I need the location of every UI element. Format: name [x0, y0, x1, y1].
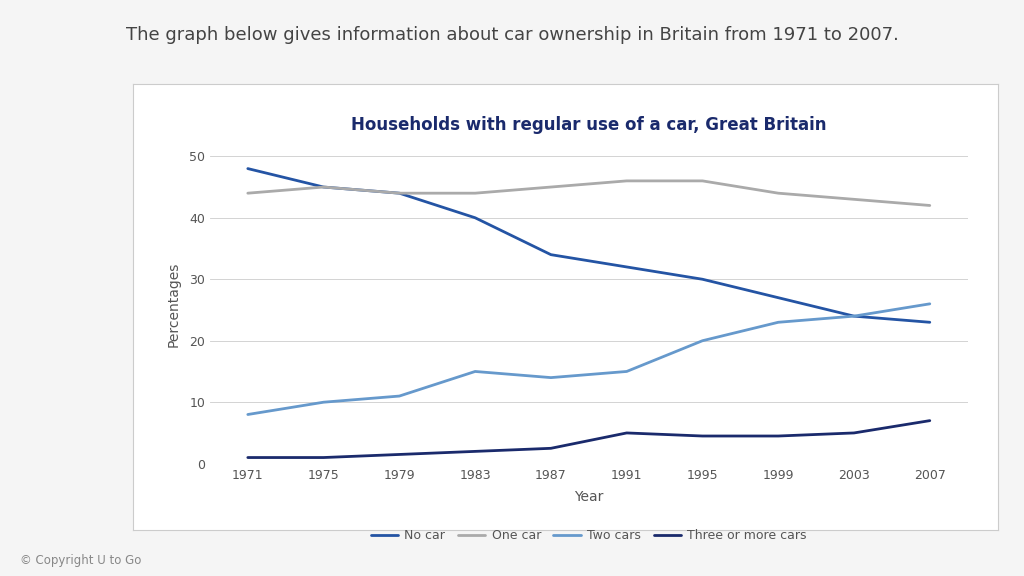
X-axis label: Year: Year — [574, 490, 603, 504]
One car — [242, 190, 254, 196]
No car — [924, 319, 936, 326]
One car — [469, 190, 481, 196]
Three or more cars — [242, 454, 254, 461]
Three or more cars — [772, 433, 784, 439]
Two cars — [924, 301, 936, 308]
Two cars — [393, 393, 406, 400]
Text: The graph below gives information about car ownership in Britain from 1971 to 20: The graph below gives information about … — [126, 26, 898, 44]
One car — [393, 190, 406, 196]
Two cars — [317, 399, 330, 406]
Three or more cars — [696, 433, 709, 439]
Line: One car: One car — [248, 181, 930, 206]
No car — [545, 251, 557, 258]
One car — [317, 184, 330, 191]
One car — [545, 184, 557, 191]
Two cars — [469, 368, 481, 375]
Two cars — [772, 319, 784, 326]
No car — [696, 276, 709, 283]
No car — [242, 165, 254, 172]
One car — [696, 177, 709, 184]
Line: Three or more cars: Three or more cars — [248, 420, 930, 457]
Three or more cars — [924, 417, 936, 424]
Text: © Copyright U to Go: © Copyright U to Go — [20, 554, 142, 567]
Title: Households with regular use of a car, Great Britain: Households with regular use of a car, Gr… — [351, 116, 826, 134]
Two cars — [242, 411, 254, 418]
One car — [848, 196, 860, 203]
Two cars — [621, 368, 633, 375]
Three or more cars — [317, 454, 330, 461]
Legend: No car, One car, Two cars, Three or more cars: No car, One car, Two cars, Three or more… — [366, 524, 812, 547]
Line: No car: No car — [248, 169, 930, 323]
Line: Two cars: Two cars — [248, 304, 930, 415]
Three or more cars — [621, 430, 633, 437]
Three or more cars — [393, 451, 406, 458]
No car — [317, 184, 330, 191]
Three or more cars — [545, 445, 557, 452]
Two cars — [696, 338, 709, 344]
Two cars — [545, 374, 557, 381]
No car — [393, 190, 406, 196]
Three or more cars — [848, 430, 860, 437]
Three or more cars — [469, 448, 481, 455]
No car — [772, 294, 784, 301]
One car — [772, 190, 784, 196]
No car — [469, 214, 481, 221]
One car — [621, 177, 633, 184]
Y-axis label: Percentages: Percentages — [167, 261, 180, 347]
No car — [848, 313, 860, 320]
No car — [621, 263, 633, 270]
Two cars — [848, 313, 860, 320]
One car — [924, 202, 936, 209]
